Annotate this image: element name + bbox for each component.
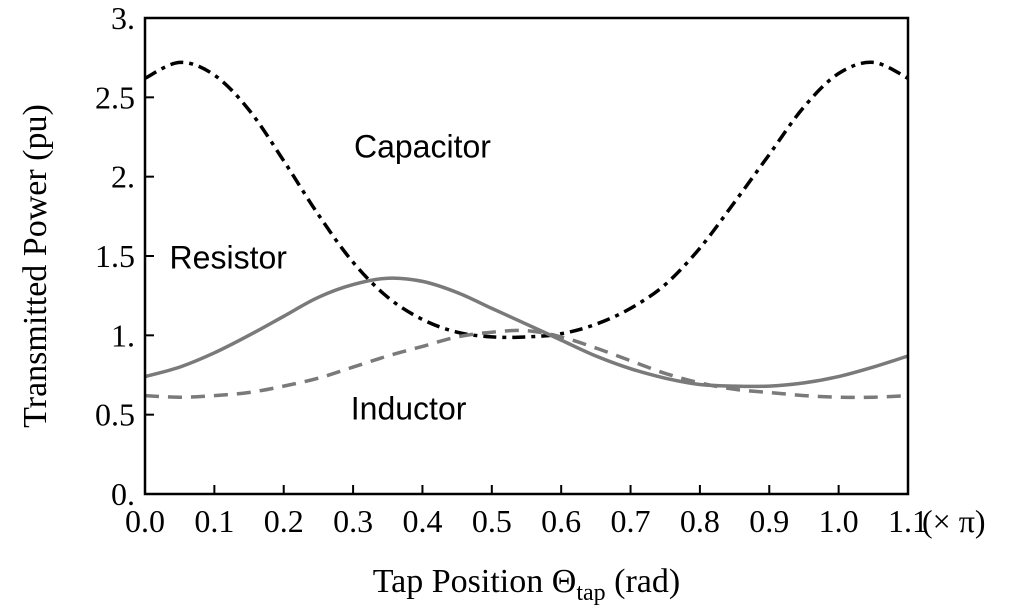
resistor-series-label: Resistor <box>170 240 288 276</box>
series-label-layer: Capacitor Resistor Inductor <box>170 129 492 427</box>
inductor-series-line <box>144 328 909 400</box>
x-axis-title-space <box>606 563 615 600</box>
x-tick-label: 0.6 <box>541 503 581 539</box>
x-axis-title: Tap Position Θtap (rad) <box>373 563 680 606</box>
capacitor-series-line <box>144 60 909 340</box>
x-axis-ticks: 0.0 0.1 0.2 0.3 0.4 0.5 0.6 0.7 0.8 0.9 1.0 1.1 <box>125 485 928 539</box>
y-tick-label: 1.5 <box>95 238 135 274</box>
y-tick-label: 1. <box>111 317 135 353</box>
x-unit-note: (× π) <box>922 503 986 539</box>
y-tick-label: 2.5 <box>95 79 135 115</box>
y-tick-label: 3. <box>111 0 135 36</box>
x-tick-label: 0.8 <box>680 503 720 539</box>
x-tick-label: 1.0 <box>819 503 859 539</box>
x-tick-label: 0.1 <box>194 503 234 539</box>
inductor-series-label: Inductor <box>351 390 467 426</box>
resistor-series-line <box>144 276 909 389</box>
y-tick-label: 0.5 <box>95 397 135 433</box>
x-tick-label: 0.3 <box>333 503 373 539</box>
y-tick-label: 0. <box>111 476 135 512</box>
y-axis-ticks: 0. 0.5 1. 1.5 2. 2.5 3. <box>95 0 154 512</box>
x-tick-label: 0.9 <box>749 503 789 539</box>
x-axis-title-main: Tap Position Θ <box>373 563 577 600</box>
x-tick-label: 0.5 <box>472 503 512 539</box>
x-axis-title-unit: (rad) <box>614 563 680 600</box>
x-tick-label: 0.2 <box>264 503 304 539</box>
x-axis-title-subscript: tap <box>576 580 605 606</box>
capacitor-series-label: Capacitor <box>354 129 491 165</box>
series-layer <box>144 60 909 400</box>
x-tick-label: 0.4 <box>402 503 442 539</box>
x-tick-label: 0.7 <box>611 503 651 539</box>
y-axis-title: Transmitted Power (pu) <box>17 104 54 428</box>
y-tick-label: 2. <box>111 159 135 195</box>
x-tick-label: 1.1 <box>888 503 928 539</box>
x-tick-label: 0.0 <box>125 503 165 539</box>
